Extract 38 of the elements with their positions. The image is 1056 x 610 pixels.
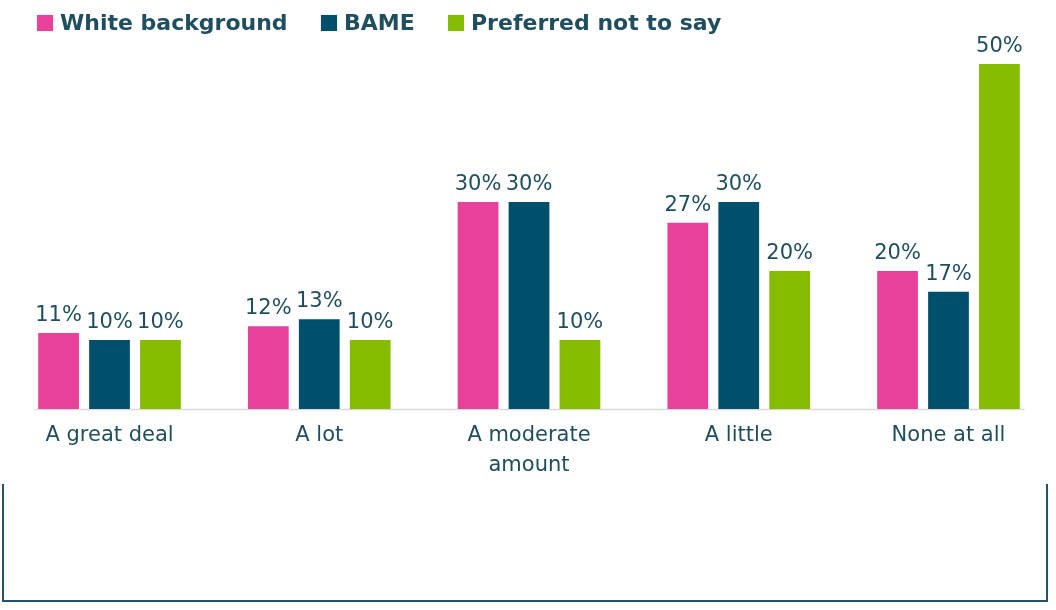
- bar: [769, 271, 811, 409]
- x-tick-label: None at all: [891, 421, 1006, 446]
- x-tick-label: A lot: [295, 421, 344, 446]
- legend-label: White background: [60, 10, 288, 35]
- data-label: 20%: [874, 240, 921, 264]
- data-label: 30%: [454, 171, 502, 195]
- data-label: 10%: [137, 309, 184, 333]
- bar: [349, 340, 391, 409]
- data-label: 50%: [976, 33, 1023, 57]
- bar: [559, 340, 601, 409]
- bar: [928, 291, 969, 409]
- data-label: 30%: [715, 171, 763, 195]
- data-label: 30%: [505, 171, 553, 195]
- data-label: 11%: [35, 302, 82, 327]
- data-label: 20%: [766, 240, 814, 264]
- bar: [877, 271, 918, 409]
- data-label: 10%: [556, 309, 604, 333]
- x-tick-label: A great deal: [45, 421, 174, 446]
- bar: [508, 202, 550, 409]
- x-tick-label: A little: [704, 421, 773, 446]
- bar: [140, 340, 181, 409]
- legend-label: BAME: [344, 10, 415, 35]
- bar: [89, 340, 130, 409]
- bar: [298, 319, 340, 409]
- bar: [979, 64, 1020, 409]
- data-label: 10%: [346, 309, 394, 333]
- data-label: 12%: [244, 295, 292, 320]
- data-label: 17%: [925, 260, 972, 285]
- bar: [457, 202, 499, 409]
- x-tick-label: A moderate amount: [467, 421, 591, 476]
- data-label: 27%: [664, 191, 712, 216]
- data-label: 13%: [295, 288, 343, 313]
- bar: [247, 326, 289, 409]
- bar: [38, 333, 79, 409]
- legend-label: Preferred not to say: [471, 10, 722, 35]
- bar: [667, 222, 709, 409]
- data-label: 10%: [86, 309, 133, 333]
- bar: [718, 202, 760, 409]
